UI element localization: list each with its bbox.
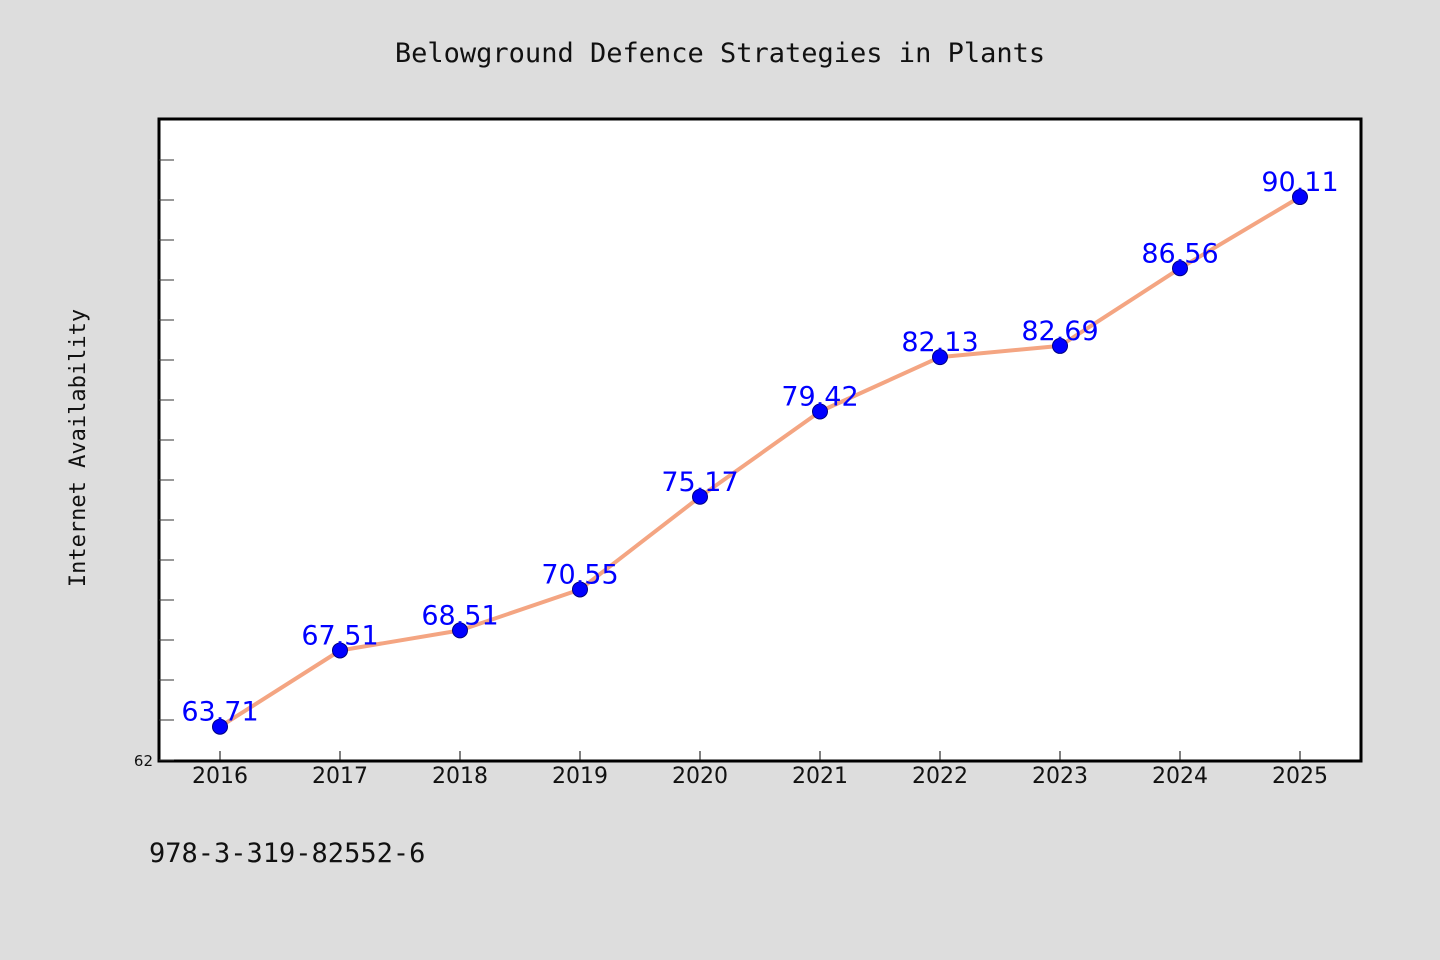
data-label: 79.42 [781, 382, 858, 413]
x-ticks [219, 751, 1301, 761]
x-tick-label: 2019 [552, 764, 608, 789]
data-point [932, 349, 948, 366]
data-point [812, 403, 828, 420]
x-tick-label: 2024 [1152, 764, 1208, 789]
data-point [1172, 260, 1188, 277]
y-tick-label: 62 [134, 752, 153, 770]
x-tick-label: 2022 [912, 764, 968, 789]
x-tick-label: 2025 [1272, 764, 1328, 789]
data-labels: 63.71 67.51 68.51 70.55 75.17 79.42 82.13 82.69… [181, 167, 1338, 728]
y-axis-label: Internet Availability [66, 309, 91, 587]
chart-title: Belowground Defence Strategies in Plants [395, 38, 1045, 69]
isbn-footer: 978-3-319-82552-6 [149, 838, 425, 869]
data-label: 82.13 [901, 327, 978, 358]
data-point [332, 642, 348, 659]
x-tick-label: 2018 [432, 764, 488, 789]
data-point [452, 622, 468, 639]
x-tick-label: 2023 [1032, 764, 1088, 789]
data-label: 70.55 [541, 559, 618, 590]
data-label: 90.11 [1261, 167, 1338, 198]
data-markers [212, 189, 1308, 735]
series-line [218, 195, 1302, 729]
data-point [572, 581, 588, 598]
data-point [1292, 189, 1308, 206]
x-tick-label: 2017 [312, 764, 368, 789]
plot-area [157, 117, 1363, 763]
y-minor-ticks [159, 159, 174, 761]
data-point [692, 488, 708, 505]
x-tick-labels: 2016 2017 2018 2019 2020 2021 2022 2023 2024 2025 [192, 764, 1328, 789]
data-label: 86.56 [1141, 238, 1218, 269]
data-label: 75.17 [661, 467, 738, 498]
x-tick-label: 2021 [792, 764, 848, 789]
x-tick-label: 2016 [192, 764, 248, 789]
data-point [212, 718, 228, 735]
data-label: 82.69 [1021, 316, 1098, 347]
x-tick-label: 2020 [672, 764, 728, 789]
data-label: 68.51 [421, 600, 498, 631]
data-point [1052, 337, 1068, 354]
data-label: 67.51 [301, 620, 378, 651]
data-label: 63.71 [181, 697, 258, 728]
